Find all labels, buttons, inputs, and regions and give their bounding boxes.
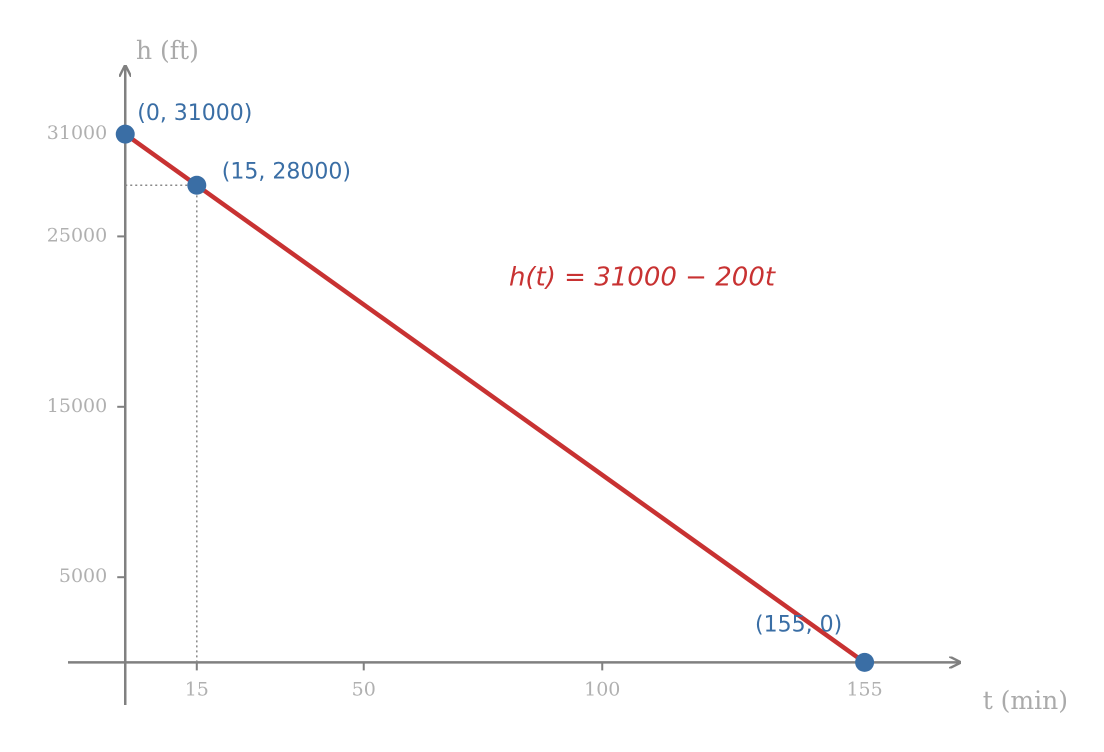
point-label: (0, 31000) [137, 101, 252, 126]
x-tick-label: 155 [846, 678, 882, 700]
y-axis-label: h (ft) [136, 36, 199, 65]
data-point [115, 124, 135, 144]
x-axis-label: t (min) [983, 686, 1068, 715]
y-tick-label: 5000 [59, 565, 107, 587]
y-tick-label: 25000 [47, 224, 107, 246]
y-tick-label: 15000 [47, 395, 107, 417]
point-label: (15, 28000) [222, 159, 351, 184]
x-tick-label: 100 [584, 678, 620, 700]
equation: h(t) = 31000 − 200t [509, 263, 776, 293]
point-label: (155, 0) [755, 612, 842, 637]
x-tick-label: 50 [352, 678, 376, 700]
y-tick-label: 31000 [47, 122, 107, 144]
x-tick-label: 15 [185, 678, 209, 700]
data-line [123, 132, 866, 665]
data-point [187, 175, 207, 195]
data-point [855, 652, 875, 672]
